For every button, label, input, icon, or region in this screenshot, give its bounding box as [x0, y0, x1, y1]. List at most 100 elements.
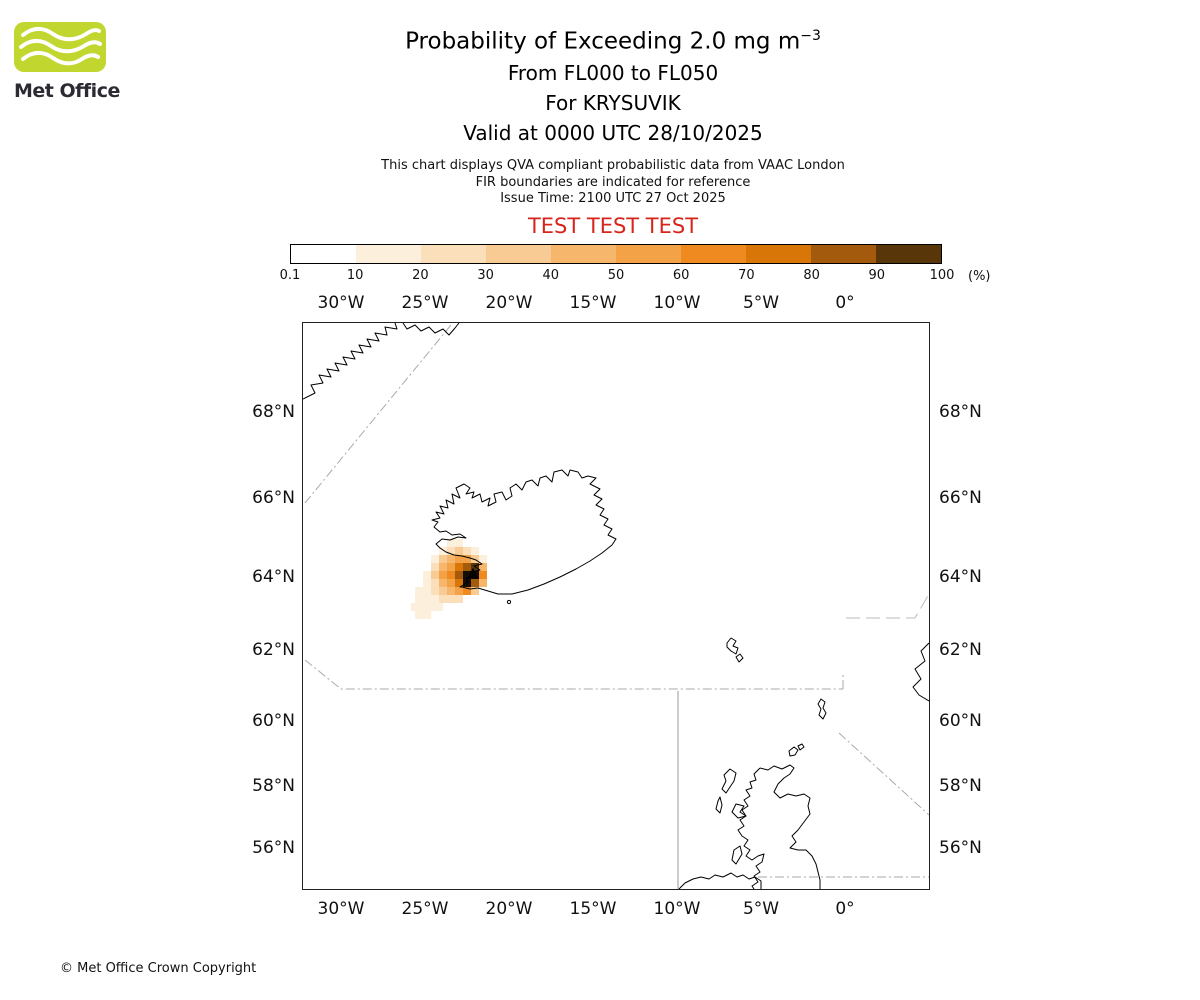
- plume-cell: [455, 547, 463, 555]
- plume-cell: [423, 579, 431, 587]
- lon-tick-label: 0°: [835, 293, 855, 313]
- latitude-labels-right: 68°N 66°N 64°N 62°N 60°N 58°N 56°N: [939, 323, 999, 889]
- plume-cell: [447, 595, 455, 603]
- longitude-labels-top: 30°W 25°W 20°W 15°W 10°W 5°W 0°: [303, 293, 929, 315]
- test-banner: TEST TEST TEST: [527, 214, 699, 238]
- subtitle-valid-time: Valid at 0000 UTC 28/10/2025: [463, 120, 763, 145]
- plume-cell: [447, 587, 455, 595]
- plume-cell: [431, 555, 439, 563]
- plume-cell: [479, 579, 487, 587]
- volcano-marker: [467, 567, 479, 579]
- plume-cell: [423, 595, 431, 603]
- colorbar-tick-labels: 0.1 10 20 30 40 50 60 70 80 90 100: [280, 268, 955, 286]
- plume-cell: [447, 579, 455, 587]
- lat-tick-label: 62°N: [939, 640, 982, 660]
- islay-jura-islands: [731, 845, 743, 865]
- lewis-harris-island: [721, 768, 737, 794]
- plume-cell: [447, 539, 455, 547]
- note-fir: FIR boundaries are indicated for referen…: [475, 174, 751, 190]
- plume-cell: [463, 571, 471, 579]
- lon-tick-label: 20°W: [485, 899, 533, 919]
- copyright-notice: © Met Office Crown Copyright: [60, 961, 257, 976]
- plume-cell: [439, 579, 447, 587]
- colorbar-swatch: [291, 245, 356, 263]
- colorbar-swatches: [290, 244, 942, 264]
- plume-cell: [431, 571, 439, 579]
- lat-tick-label: 66°N: [252, 488, 295, 508]
- colorbar-tick-value: 30: [477, 268, 494, 283]
- colorbar-swatch: [746, 245, 811, 263]
- plume-cell: [471, 579, 479, 587]
- latitude-labels-left: 68°N 66°N 64°N 62°N 60°N 58°N 56°N: [235, 323, 295, 889]
- plume-cell: [447, 571, 455, 579]
- plume-cell: [479, 555, 487, 563]
- vestmannaeyjar-island: [506, 599, 512, 605]
- plume-cell: [455, 595, 463, 603]
- lat-tick-label: 68°N: [939, 402, 982, 422]
- lon-tick-label: 25°W: [401, 899, 449, 919]
- colorbar-swatch: [421, 245, 486, 263]
- greenland-coast: [303, 323, 398, 400]
- ash-probability-plume: [411, 539, 487, 619]
- shetland-islands: [817, 698, 827, 720]
- plume-cell: [471, 547, 479, 555]
- plume-cell: [447, 547, 455, 555]
- colorbar-tick-value: 70: [738, 268, 755, 283]
- colorbar-tick-value: 90: [868, 268, 886, 283]
- lon-tick-label: 20°W: [485, 293, 533, 313]
- lon-tick-label: 0°: [835, 899, 855, 919]
- lon-tick-label: 10°W: [653, 293, 701, 313]
- note-qva: This chart displays QVA compliant probab…: [381, 158, 845, 173]
- uist-islands: [715, 796, 723, 814]
- plume-cell: [423, 571, 431, 579]
- lat-tick-label: 58°N: [939, 776, 982, 796]
- plume-cell: [411, 603, 419, 611]
- plume-cell: [431, 595, 439, 603]
- plume-cell: [455, 555, 463, 563]
- plume-cell: [463, 555, 471, 563]
- chart-titles: Probability of Exceeding 2.0 mg m−3 From…: [0, 28, 1200, 145]
- plume-cell: [463, 563, 471, 571]
- note-issue-time: Issue Time: 2100 UTC 27 Oct 2025: [500, 191, 726, 206]
- map-canvas: [303, 323, 929, 889]
- plume-cell: [435, 603, 443, 611]
- plume-cell: [471, 571, 479, 579]
- colorbar-tick-value: 40: [542, 268, 560, 283]
- faroe-islands: [726, 637, 744, 663]
- title-superscript: −3: [800, 28, 821, 44]
- plume-cell: [455, 563, 463, 571]
- plume-cell: [471, 555, 479, 563]
- orkney-islands: [788, 743, 805, 757]
- title-text: Probability of Exceeding 2.0 mg m: [405, 28, 801, 55]
- plume-cell: [463, 547, 471, 555]
- plume-cell: [439, 555, 447, 563]
- colorbar-swatch: [356, 245, 421, 263]
- colorbar-tick-value: 50: [607, 268, 625, 283]
- plume-cell: [431, 563, 439, 571]
- colorbar-tick-value: 10: [346, 268, 364, 283]
- plume-cell: [455, 571, 463, 579]
- lat-tick-label: 56°N: [252, 838, 295, 858]
- colorbar-swatch: [876, 245, 941, 263]
- lon-tick-label: 30°W: [317, 899, 365, 919]
- plume-cell: [415, 587, 423, 595]
- plume-cell: [423, 587, 431, 595]
- subtitle-flight-levels: From FL000 to FL050: [507, 60, 719, 85]
- lon-tick-label: 10°W: [653, 899, 701, 919]
- plume-cell: [439, 563, 447, 571]
- colorbar-tick-value: 60: [672, 268, 690, 283]
- plume-cell: [463, 587, 471, 595]
- lon-tick-label: 30°W: [317, 293, 365, 313]
- lat-tick-label: 62°N: [252, 640, 295, 660]
- lon-tick-label: 5°W: [742, 293, 780, 313]
- lon-tick-label: 5°W: [742, 899, 780, 919]
- lat-tick-label: 68°N: [252, 402, 295, 422]
- coastlines: [303, 323, 929, 889]
- colorbar-unit-label: (%): [968, 269, 991, 284]
- fir-boundaries: [304, 324, 929, 889]
- lat-tick-label: 60°N: [939, 711, 982, 731]
- lat-tick-label: 64°N: [939, 567, 982, 587]
- lon-tick-label: 15°W: [569, 293, 617, 313]
- norway-coast-fragment: [912, 642, 929, 702]
- plume-cell: [439, 571, 447, 579]
